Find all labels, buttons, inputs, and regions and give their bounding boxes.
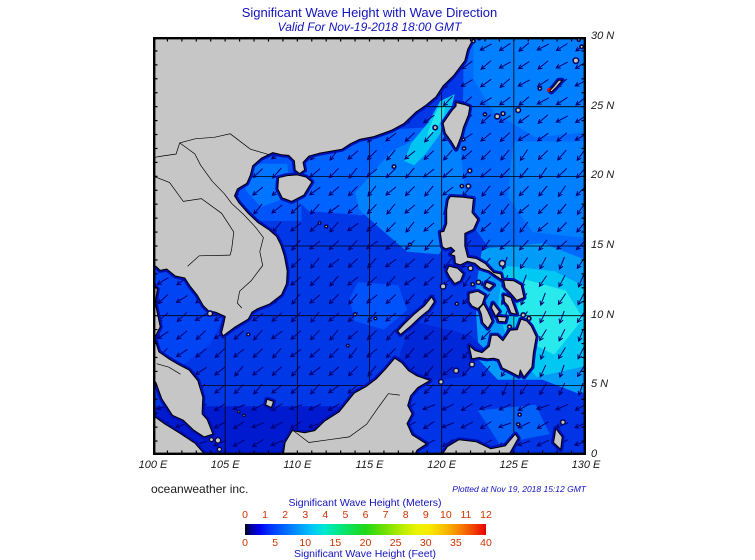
wave-height-map [153,37,586,455]
meters-scale-tick: 5 [342,509,349,521]
legend-meters-title: Significant Wave Height (Meters) [288,497,442,509]
provider-credit: oceanweather inc. [151,482,249,496]
feet-scale-tick: 20 [359,537,372,549]
feet-scale-tick: 10 [299,537,312,549]
lat-label: 25 N [591,99,615,112]
lat-label: 5 N [591,378,609,391]
meters-scale-tick: 11 [460,509,472,521]
meters-scale-tick: 12 [480,509,492,521]
lon-label: 110 E [283,459,312,471]
meters-scale-tick: 8 [402,509,409,521]
meters-scale-tick: 4 [322,509,329,521]
meters-scale-tick: 10 [439,509,452,521]
meters-scale-tick: 6 [362,509,369,521]
plotted-timestamp: Plotted at Nov 19, 2018 15:12 GMT [452,484,586,494]
legend-feet-title: Significant Wave Height (Feet) [293,548,436,560]
lat-label: 0 [591,448,598,461]
lon-label: 105 E [210,459,240,471]
lon-label: 115 E [355,459,384,471]
lat-label: 30 N [591,30,615,42]
map-title: Significant Wave Height with Wave Direct… [241,5,498,20]
lat-label: 15 N [591,239,615,251]
legend-colorbar [245,524,486,535]
lat-label: 20 N [591,169,615,182]
meters-scale-tick: 7 [382,509,389,521]
lon-label: 120 E [427,459,457,471]
meters-scale-tick: 2 [282,509,289,521]
feet-scale-tick: 15 [329,537,342,549]
feet-scale-tick: 0 [242,537,248,549]
lon-label: 100 E [138,459,168,471]
map-subtitle: Valid For Nov-19-2018 18:00 GMT [277,20,462,34]
feet-scale-tick: 25 [389,537,402,549]
meters-scale-tick: 0 [242,509,248,521]
feet-scale-tick: 40 [480,537,492,549]
lat-label: 10 N [591,308,615,321]
lon-label: 130 E [571,459,601,471]
meters-scale-tick: 3 [302,509,309,521]
feet-scale-tick: 30 [419,537,432,549]
lon-label: 125 E [499,459,529,471]
feet-scale-tick: 5 [272,537,279,549]
meters-scale-tick: 9 [422,509,429,521]
meters-scale-tick: 1 [262,509,268,521]
feet-scale-tick: 35 [450,537,462,549]
